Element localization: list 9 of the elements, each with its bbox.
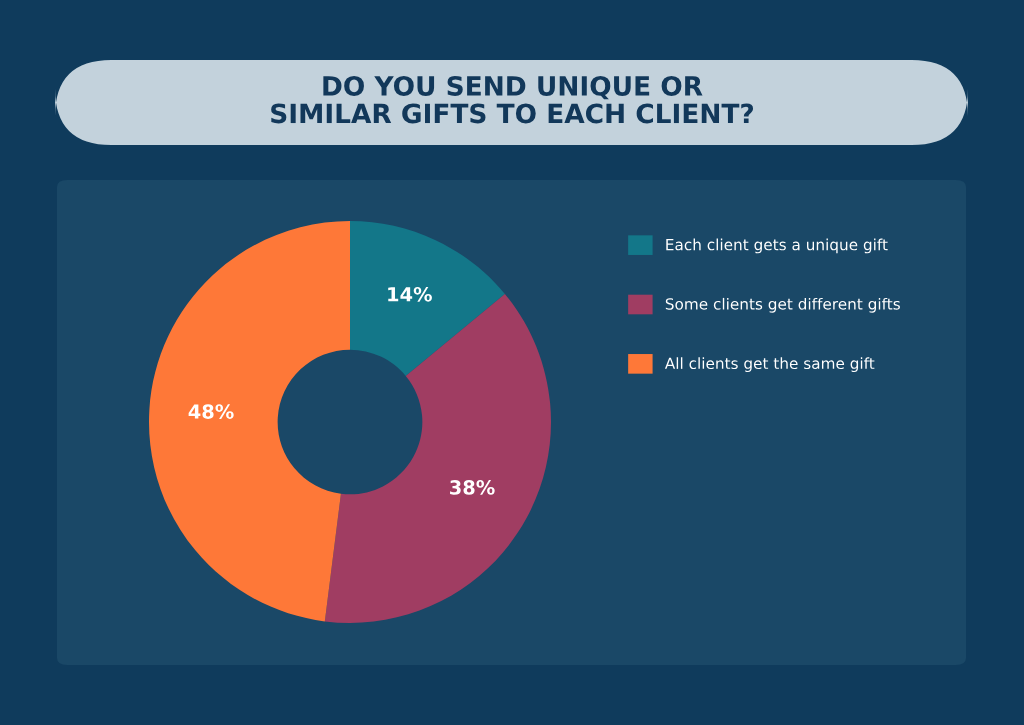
data-label: 14% — [388, 286, 432, 302]
data-label: 38% — [450, 480, 495, 495]
donut-slice — [350, 221, 505, 376]
donut-slice — [149, 221, 350, 622]
legend-label: Each client gets a unique gift — [666, 238, 888, 254]
chart-title: DO YOU SEND UNIQUE OR SIMILAR GIFTS TO EACH CLIENT? — [271, 75, 754, 124]
data-label: 48% — [188, 404, 234, 419]
legend-label: Some clients get different gifts — [665, 297, 900, 313]
legend-label: All clients get the same gift — [664, 357, 875, 373]
